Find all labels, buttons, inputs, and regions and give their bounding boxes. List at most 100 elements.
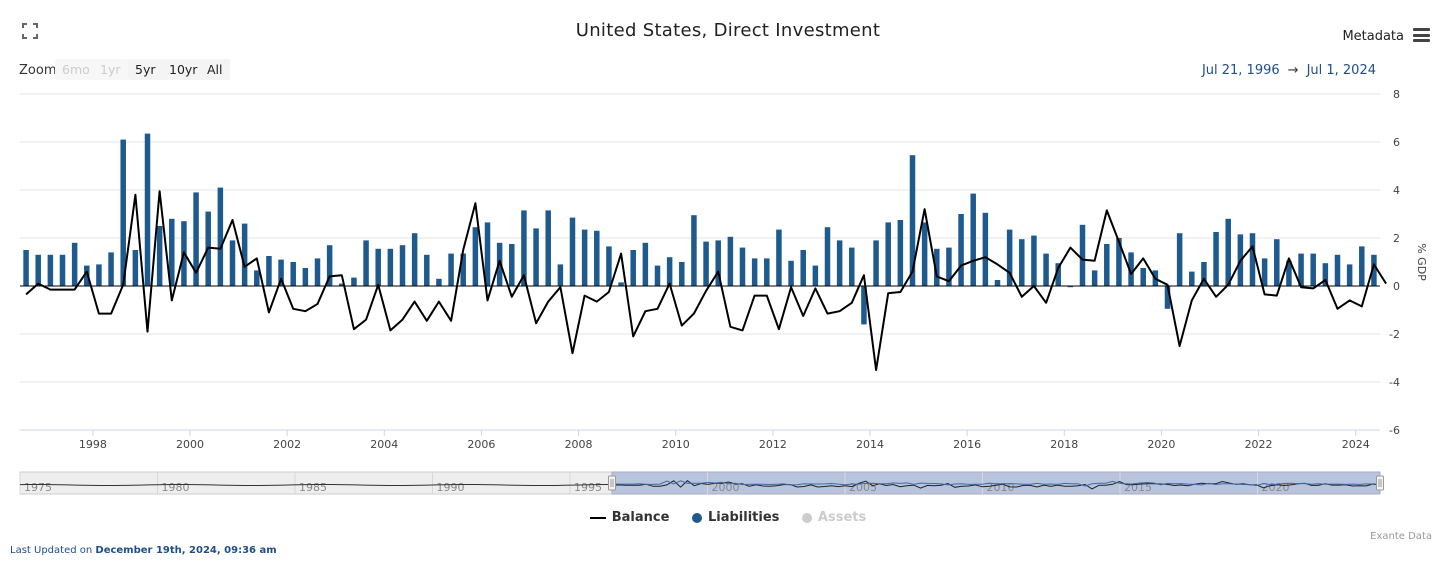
legend-item-balance[interactable]: Balance <box>589 510 670 525</box>
zoom-6mo-button[interactable]: 6mo <box>55 59 97 80</box>
navigator-year-label: 1985 <box>299 481 327 494</box>
bar <box>630 250 636 286</box>
x-tick-label: 2004 <box>370 438 398 451</box>
circle-symbol-icon <box>691 512 702 523</box>
bar <box>873 240 879 286</box>
bar <box>642 242 649 286</box>
bar <box>1079 224 1086 286</box>
x-tick-label: 2000 <box>176 438 204 451</box>
legend-item-liabilities[interactable]: Liabilities <box>691 510 780 525</box>
bar <box>241 223 248 286</box>
bar <box>1128 252 1134 286</box>
bar <box>120 139 126 286</box>
credit-link[interactable]: Exante Data <box>1370 531 1432 542</box>
bar <box>1067 286 1074 288</box>
bar <box>387 248 394 286</box>
bar <box>278 259 284 286</box>
bar <box>715 240 721 286</box>
bar <box>339 283 345 286</box>
bar <box>1298 253 1304 286</box>
bar <box>533 228 539 286</box>
legend-label: Assets <box>817 510 867 525</box>
legend-item-assets[interactable]: Assets <box>801 510 867 525</box>
bar <box>861 286 867 325</box>
bar <box>521 210 527 286</box>
x-tick-label: 2022 <box>1245 438 1273 451</box>
x-tick-label: 2002 <box>273 438 301 451</box>
range-to[interactable]: Jul 1, 2024 <box>1306 63 1376 78</box>
bar <box>849 247 855 286</box>
bar <box>1055 263 1061 286</box>
bar <box>1201 262 1207 286</box>
bar <box>59 254 66 286</box>
bar <box>776 229 782 286</box>
x-tick-label: 2024 <box>1342 438 1370 451</box>
bar <box>836 240 843 286</box>
navigator-year-label: 1995 <box>574 481 602 494</box>
navigator-series-old <box>19 484 612 486</box>
x-tick-label: 2010 <box>662 438 690 451</box>
bar <box>1371 254 1377 286</box>
bar <box>1334 254 1341 286</box>
bar <box>1006 229 1013 286</box>
zoom-1yr-button[interactable]: 1yr <box>93 59 128 80</box>
bar <box>1116 238 1122 286</box>
bar <box>1322 263 1329 286</box>
bar <box>156 226 163 286</box>
bar <box>885 222 891 286</box>
bar <box>229 240 236 286</box>
bar <box>47 254 54 286</box>
bar <box>509 244 515 286</box>
bar <box>424 254 430 286</box>
bar <box>448 253 454 286</box>
legend-label: Balance <box>611 510 670 525</box>
bar <box>84 265 90 286</box>
bar <box>557 264 564 286</box>
bar <box>169 218 175 286</box>
navigator-handle[interactable] <box>608 475 616 491</box>
balance-line <box>25 190 1387 371</box>
bar <box>193 192 199 286</box>
x-tick-label: 2012 <box>759 438 787 451</box>
bar <box>1043 253 1049 286</box>
range-arrow: → <box>1287 63 1299 78</box>
bar <box>946 247 952 286</box>
bar <box>1249 233 1256 286</box>
x-tick-label: 2006 <box>467 438 495 451</box>
last-updated: Last Updated on December 19th, 2024, 09:… <box>10 545 277 556</box>
bar <box>909 155 916 286</box>
updated-date: December 19th, 2024, 09:36 am <box>95 545 277 556</box>
y-tick-label: 4 <box>1393 184 1400 197</box>
legend-label: Liabilities <box>707 510 780 525</box>
y-tick-label: -4 <box>1389 376 1400 389</box>
y-tick-label: -2 <box>1389 328 1400 341</box>
bar <box>788 260 794 286</box>
bar <box>691 215 697 286</box>
bar <box>326 245 333 286</box>
navigator-handle[interactable] <box>1376 475 1384 491</box>
navigator-year-label: 1975 <box>24 481 52 494</box>
bar <box>654 265 661 286</box>
bar <box>132 250 139 286</box>
fullscreen-icon[interactable] <box>22 23 38 39</box>
bar <box>375 248 381 286</box>
hamburger-menu-icon[interactable] <box>1413 28 1430 42</box>
zoom-5yr-button[interactable]: 5yr <box>128 59 163 80</box>
bar <box>1176 233 1183 286</box>
y-tick-label: 6 <box>1393 136 1400 149</box>
y-tick-label: 8 <box>1393 88 1400 101</box>
zoom-all-button[interactable]: All <box>200 59 230 80</box>
bar <box>314 258 321 286</box>
metadata-link[interactable]: Metadata <box>1342 29 1404 44</box>
bar <box>1019 239 1025 286</box>
range-from[interactable]: Jul 21, 1996 <box>1201 63 1280 78</box>
bar <box>460 253 466 286</box>
zoom-10yr-button[interactable]: 10yr <box>162 59 205 80</box>
y-tick-label: 2 <box>1393 232 1400 245</box>
bar <box>1359 246 1365 286</box>
bar <box>921 222 928 286</box>
bar <box>399 245 406 286</box>
navigator-year-label: 1990 <box>437 481 465 494</box>
navigator-year-label: 2000 <box>712 481 740 494</box>
